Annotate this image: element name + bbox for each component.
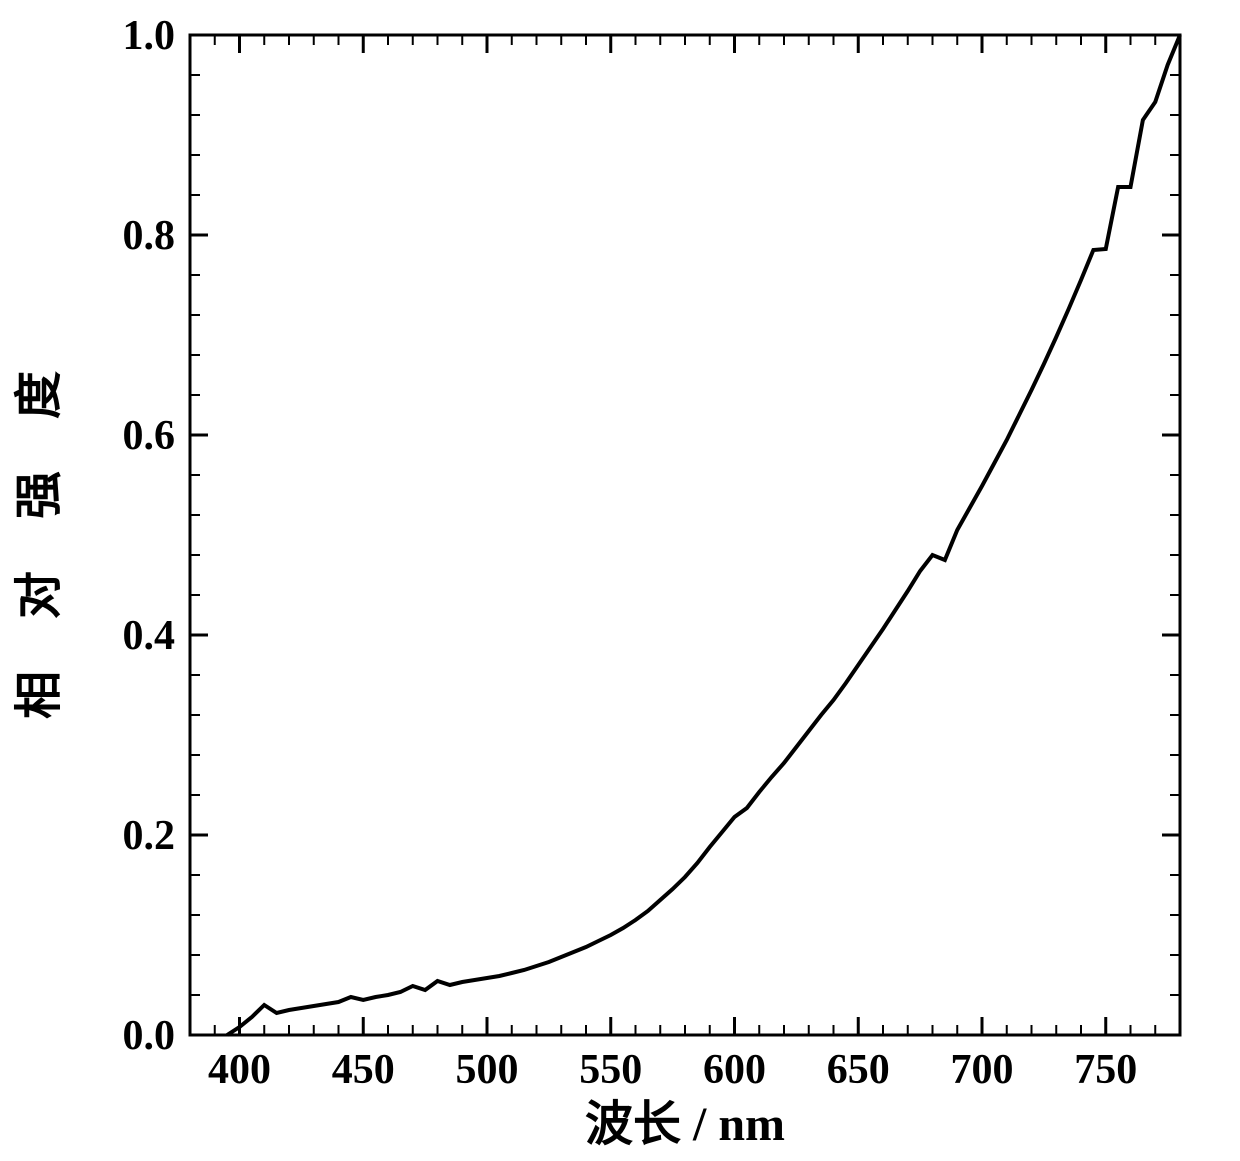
y-tick-label: 0.4 — [123, 613, 176, 659]
y-tick-label: 0.8 — [123, 213, 176, 259]
chart-container: 400 450 500 550 600 650 700 750 0.0 0.2 0.4 0.6 0.8 1… — [0, 0, 1240, 1161]
y-axis-label: 相 对 强 度 — [13, 351, 66, 719]
x-tick-label: 700 — [951, 1047, 1014, 1093]
line-chart: 400 450 500 550 600 650 700 750 0.0 0.2 0.4 0.6 0.8 1… — [0, 0, 1240, 1161]
x-tick-label: 600 — [703, 1047, 766, 1093]
y-tick-label: 1.0 — [123, 13, 176, 59]
y-tick-label: 0.2 — [123, 813, 176, 859]
x-axis-label: 波长 / nm — [585, 1098, 785, 1151]
spectrum-line — [227, 35, 1180, 1035]
x-tick-label: 450 — [332, 1047, 395, 1093]
x-tick-label: 750 — [1074, 1047, 1137, 1093]
x-tick-label: 550 — [579, 1047, 642, 1093]
y-tick-label: 0.0 — [123, 1013, 176, 1059]
x-tick-label: 650 — [827, 1047, 890, 1093]
x-tick-label: 400 — [208, 1047, 271, 1093]
x-tick-label: 500 — [456, 1047, 519, 1093]
y-tick-label: 0.6 — [123, 413, 176, 459]
